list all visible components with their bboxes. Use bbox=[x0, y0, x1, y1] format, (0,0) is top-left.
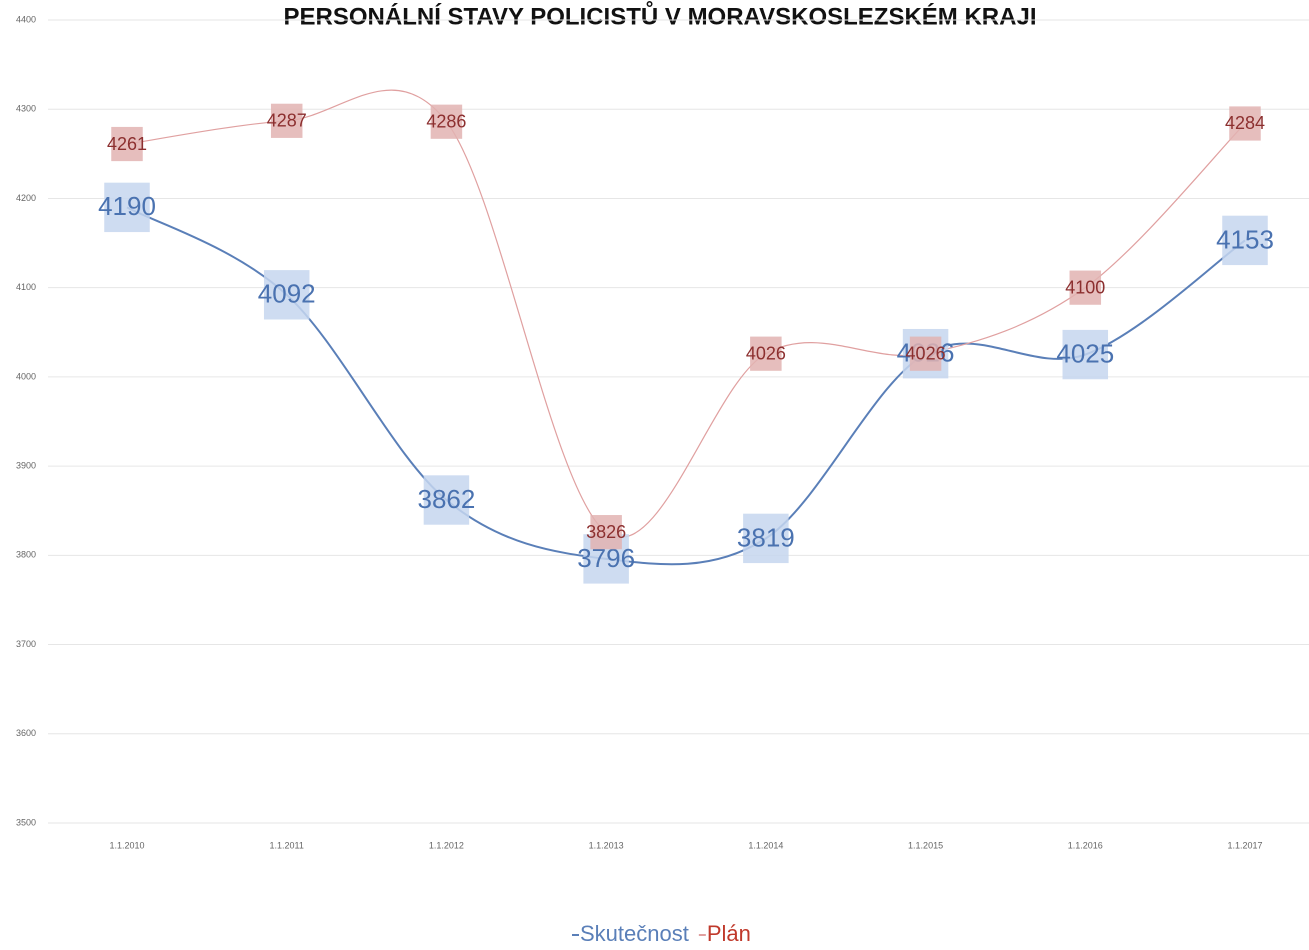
x-tick-label: 1.1.2013 bbox=[589, 840, 624, 850]
data-label-text: 4153 bbox=[1216, 224, 1274, 254]
data-label-box bbox=[263, 270, 310, 320]
data-label-text: 4025 bbox=[1056, 338, 1114, 368]
data-label-text: 4026 bbox=[906, 343, 946, 363]
y-tick-label: 3800 bbox=[16, 550, 36, 560]
data-label-text: 3826 bbox=[586, 522, 626, 542]
series-line bbox=[126, 89, 1246, 538]
data-label: 4026 bbox=[746, 336, 786, 371]
y-tick-label: 3900 bbox=[16, 460, 36, 470]
y-tick-label: 4000 bbox=[16, 371, 36, 381]
data-label-box bbox=[743, 513, 789, 564]
data-label-box bbox=[1222, 215, 1268, 266]
data-label-text: 4026 bbox=[746, 343, 786, 363]
data-label-text: 4261 bbox=[107, 134, 147, 154]
x-tick-label: 1.1.2011 bbox=[270, 840, 304, 850]
data-label-box bbox=[909, 336, 942, 371]
series-line bbox=[126, 206, 1246, 566]
data-label: 4153 bbox=[1216, 215, 1274, 266]
legend-label: Plán bbox=[707, 921, 751, 946]
data-label: 4092 bbox=[258, 270, 316, 320]
data-label-box bbox=[430, 104, 463, 139]
data-label: 3826 bbox=[586, 515, 626, 550]
data-label-text: 4287 bbox=[267, 111, 307, 131]
data-label-box bbox=[111, 126, 143, 162]
data-label-box bbox=[1062, 329, 1109, 380]
data-label-text: 4100 bbox=[1065, 277, 1105, 297]
data-label-box bbox=[1069, 270, 1102, 305]
data-label: 4284 bbox=[1225, 106, 1265, 141]
data-label: 3819 bbox=[737, 513, 795, 564]
x-tick-label: 1.1.2016 bbox=[1068, 840, 1103, 850]
x-tick-label: 1.1.2010 bbox=[109, 840, 144, 850]
chart-title: PERSONÁLNÍ STAVY POLICISTŮ V MORAVSKOSLE… bbox=[284, 0, 1037, 30]
data-label-text: 4092 bbox=[258, 279, 316, 309]
data-label-text: 4190 bbox=[98, 191, 156, 221]
data-label-box bbox=[750, 336, 782, 371]
data-label: 4261 bbox=[107, 126, 147, 162]
data-label: 4026 bbox=[906, 336, 946, 371]
data-label-box bbox=[1229, 106, 1261, 141]
x-tick-label: 1.1.2012 bbox=[429, 840, 464, 850]
legend-label: Skutečnost bbox=[580, 921, 689, 946]
y-tick-label: 4400 bbox=[16, 14, 36, 24]
data-label-text: 4284 bbox=[1225, 113, 1265, 133]
data-label: 4025 bbox=[1056, 329, 1114, 380]
data-label-text: 4286 bbox=[426, 111, 466, 131]
x-tick-label: 1.1.2014 bbox=[748, 840, 783, 850]
data-label: 4100 bbox=[1065, 270, 1105, 305]
legend: Skutečnost Plán bbox=[572, 921, 751, 946]
data-label-text: 3819 bbox=[737, 522, 795, 552]
y-tick-label: 3600 bbox=[16, 728, 36, 738]
y-tick-label: 4200 bbox=[16, 193, 36, 203]
data-label: 4287 bbox=[267, 103, 307, 138]
data-label: 4190 bbox=[98, 182, 156, 233]
data-label-box bbox=[423, 475, 470, 525]
data-label-text: 3862 bbox=[418, 484, 476, 514]
y-tick-label: 4100 bbox=[16, 282, 36, 292]
y-tick-label: 4300 bbox=[16, 104, 36, 114]
data-label: 3862 bbox=[418, 475, 476, 525]
data-label-box bbox=[590, 515, 622, 550]
data-label: 4286 bbox=[426, 104, 466, 139]
data-label-box bbox=[104, 182, 150, 233]
y-tick-label: 3500 bbox=[16, 817, 36, 827]
y-tick-label: 3700 bbox=[16, 639, 36, 649]
x-tick-label: 1.1.2017 bbox=[1227, 840, 1262, 850]
x-tick-label: 1.1.2015 bbox=[908, 840, 943, 850]
data-label-box bbox=[270, 103, 303, 138]
